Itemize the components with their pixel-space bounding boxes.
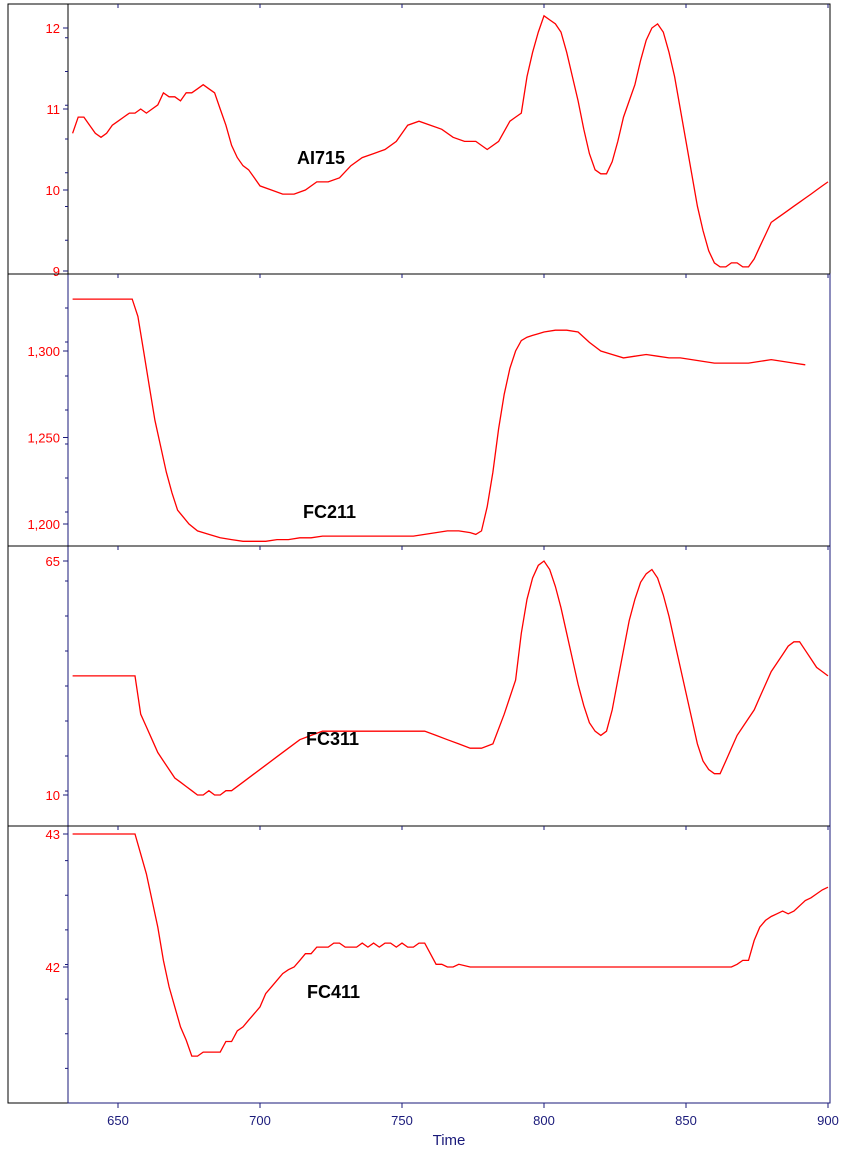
y-tick-label: 10	[46, 183, 60, 198]
series-line-ai715	[71, 14, 829, 268]
figure-frame	[7, 3, 831, 1104]
panel-fc311: 10 65 FC311	[8, 545, 831, 827]
series-label-fc211: FC211	[303, 502, 356, 522]
x-tick-label: 850	[675, 1113, 697, 1128]
x-tick-label: 650	[107, 1113, 129, 1128]
series-line-fc411	[72, 833, 829, 1057]
x-tick-label: 800	[533, 1113, 555, 1128]
y-tick-label: 1,200	[27, 517, 60, 532]
plot-area-ai715	[67, 3, 831, 275]
y-tick-label: 12	[46, 21, 60, 36]
y-tick-label: 42	[46, 960, 60, 975]
series-line-fc311	[72, 560, 829, 796]
y-tick-label: 11	[47, 102, 61, 117]
y-tick-label: 9	[53, 264, 60, 279]
plot-area-fc411	[67, 825, 831, 1104]
y-tick-label: 43	[46, 827, 60, 842]
series-label-fc411: FC411	[307, 982, 360, 1002]
series-label-fc311: FC311	[306, 729, 359, 749]
y-tick-label: 1,250	[27, 431, 60, 446]
plot-area-fc211	[67, 273, 831, 547]
y-tick-label: 65	[46, 554, 60, 569]
panel-fc411: 42 43 FC411	[8, 825, 831, 1104]
panel-ai715: 9 10 11 12 AI715	[46, 3, 831, 279]
x-axis-title: Time	[433, 1132, 466, 1149]
y-tick-label: 1,300	[27, 344, 60, 359]
series-label-ai715: AI715	[297, 148, 345, 168]
y-tick-label: 10	[46, 788, 60, 803]
x-tick-label: 750	[391, 1113, 413, 1128]
x-tick-label: 700	[249, 1113, 271, 1128]
panel-fc211: 1,200 1,250 1,300 FC211	[8, 273, 831, 547]
series-line-fc211	[72, 298, 806, 542]
x-tick-label: 900	[817, 1113, 839, 1128]
